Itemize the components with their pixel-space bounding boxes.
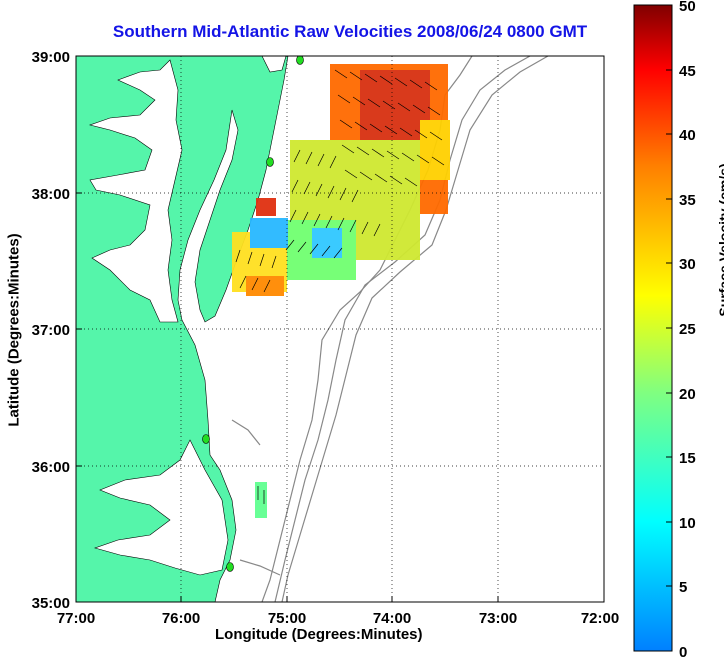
radar-station xyxy=(296,56,304,65)
radar-station xyxy=(266,157,274,167)
colorbar-tick-label: 35 xyxy=(679,192,696,209)
grid-lines xyxy=(76,56,604,602)
pamlico-sound xyxy=(93,439,229,576)
x-tick-label: 77:00 xyxy=(57,610,95,627)
velocity-field xyxy=(232,64,450,518)
colorbar-tick-labels: 50 45 40 35 30 25 20 15 10 5 0 xyxy=(679,0,696,659)
y-tick-label: 39:00 xyxy=(32,49,70,66)
map-title: Southern Mid-Atlantic Raw Velocities 200… xyxy=(112,22,588,41)
colorbar-tick-label: 30 xyxy=(679,256,696,273)
radar-stations xyxy=(202,56,304,572)
x-axis-label: Longitude (Degrees:Minutes) xyxy=(215,626,423,643)
x-tick-labels: 77:00 76:00 75:00 74:00 73:00 72:00 xyxy=(57,610,619,627)
y-tick-labels: 39:00 38:00 37:00 36:00 35:00 xyxy=(32,49,70,612)
axis-ticks xyxy=(75,55,605,603)
x-tick-label: 76:00 xyxy=(162,610,200,627)
colorbar-ticks xyxy=(666,4,672,652)
colorbar-label: Surface Velocity (cm/s) xyxy=(716,163,724,317)
colorbar-tick-label: 40 xyxy=(679,127,696,144)
radar-station xyxy=(226,562,234,572)
colorbar-tick-label: 10 xyxy=(679,515,696,532)
y-tick-label: 35:00 xyxy=(32,595,70,612)
colorbar-tick-label: 15 xyxy=(679,450,696,467)
colorbar-tick-label: 45 xyxy=(679,63,696,80)
y-tick-label: 36:00 xyxy=(32,459,70,476)
x-tick-label: 73:00 xyxy=(479,610,517,627)
colorbar-tick-label: 50 xyxy=(679,0,696,15)
y-tick-label: 38:00 xyxy=(32,186,70,203)
x-tick-label: 75:00 xyxy=(268,610,306,627)
x-tick-label: 74:00 xyxy=(373,610,411,627)
colorbar-tick-label: 0 xyxy=(679,644,687,659)
colorbar-tick-label: 25 xyxy=(679,321,696,338)
colorbar-tick-label: 5 xyxy=(679,579,687,596)
x-tick-label: 72:00 xyxy=(581,610,619,627)
velocity-arrows xyxy=(235,69,445,504)
delaware-bay xyxy=(261,56,287,73)
colorbar-tick-label: 20 xyxy=(679,386,696,403)
chesapeake-bay xyxy=(88,59,183,323)
y-tick-label: 37:00 xyxy=(32,322,70,339)
y-axis-label: Latitude (Degrees:Minutes) xyxy=(5,233,23,427)
colorbar xyxy=(633,4,673,652)
radar-station xyxy=(202,434,210,444)
